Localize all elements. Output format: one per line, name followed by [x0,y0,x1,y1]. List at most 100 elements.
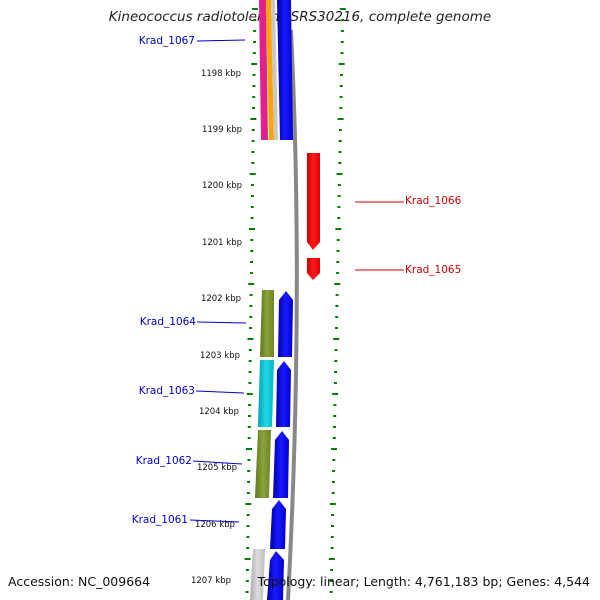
track-dot [251,129,255,131]
gene-forward-arrow[interactable] [270,500,286,549]
genome-summary-text: Topology: linear; Length: 4,761,183 bp; … [257,574,590,589]
track-dot [335,316,339,318]
track-dot [252,74,256,76]
gene-feature[interactable] [250,549,265,600]
gene-forward-arrow[interactable] [267,551,284,600]
label-leader-line [196,321,247,324]
track-dot [334,360,338,362]
track-dot [337,206,341,208]
gene-feature[interactable] [266,0,274,140]
ruler: 1198 kbp 1199 kbp 1200 kbp 1201 kbp 1202… [191,69,242,586]
track-dot [251,63,258,65]
label-leader-line [192,460,243,465]
track-dot [332,470,336,472]
track-dot [334,283,341,285]
track-dot [249,272,253,274]
gene-forward-arrow[interactable] [278,291,293,357]
ruler-label: 1207 kbp [191,576,231,586]
track-dot [253,41,256,43]
track-dot [331,514,335,516]
track-dot [245,580,249,582]
ruler-label: 1202 kbp [201,294,241,304]
track-dot [333,338,340,340]
track-dot [339,107,343,109]
ruler-label: 1199 kbp [202,125,242,135]
ruler-label: 1204 kbp [199,407,239,417]
gene-feature[interactable] [271,0,278,140]
track-dot [329,580,333,582]
track-dot [335,327,338,329]
gene-feature[interactable] [259,0,268,140]
label-leader-line [189,519,240,523]
ruler-label: 1198 kbp [201,69,241,79]
gene-label-left[interactable]: Krad_1064 [140,316,197,328]
track-dot [332,393,339,395]
track-dot [251,8,258,10]
forward-gene-track [267,291,293,600]
track-dot [248,349,252,351]
gene-label-left[interactable]: Krad_1062 [136,455,192,467]
label-leader-line [195,390,245,394]
gene-forward-arrow[interactable] [276,361,291,427]
gene-krad-1066[interactable] [307,153,320,250]
track-dot [247,426,251,428]
label-leader-line [196,39,246,42]
track-dot [340,41,344,43]
track-dot [248,283,255,285]
track-dot [338,129,342,131]
track-dot [250,239,254,241]
track-dot [248,382,252,384]
track-dot [339,85,343,87]
gene-label-right[interactable]: Krad_1065 [405,264,461,276]
track-dot [250,250,254,252]
track-dot [253,30,257,32]
track-dot [250,118,257,120]
track-dot [341,19,345,21]
track-dot [252,96,256,98]
gene-krad-1062[interactable] [255,430,271,498]
gene-krad-1063[interactable] [258,360,274,427]
track-dot [249,305,253,307]
gene-krad-1064[interactable] [260,290,274,357]
track-dot [250,206,254,208]
track-dot [249,327,253,329]
track-dot [339,96,343,98]
track-dot [249,294,253,296]
track-dot [252,107,256,109]
track-dot [246,536,250,538]
gene-label-right[interactable]: Krad_1066 [405,195,462,207]
ruler-label: 1200 kbp [202,181,242,191]
accession-text: Accession: NC_009664 [8,574,151,589]
gene-label-left[interactable]: Krad_1067 [139,35,195,47]
track-dot [246,514,250,516]
track-dot [338,140,342,142]
gene-feature[interactable] [277,0,293,140]
track-dot [329,591,333,593]
track-dot [331,492,335,494]
track-dot [247,338,254,340]
gene-forward-arrow[interactable] [273,431,289,498]
gene-krad-1065[interactable] [307,258,320,280]
gene-label-left[interactable]: Krad_1061 [132,514,188,526]
track-dot [245,569,249,571]
track-dot [249,228,255,230]
track-dot [337,195,341,197]
reverse-gene-track [307,153,320,280]
track-dot [245,591,249,593]
gene-label-left[interactable]: Krad_1063 [139,385,195,397]
track-dot [331,448,337,450]
track-dot [247,470,251,472]
track-dot [330,569,334,571]
track-dot [337,217,341,219]
track-dot [336,239,340,241]
track-dot [331,481,335,483]
ruler-label: 1201 kbp [202,238,242,248]
track-dot [340,30,344,32]
track-dot [337,118,344,120]
ruler-label: 1206 kbp [195,520,235,530]
ruler-label: 1203 kbp [200,351,240,361]
track-dot [330,536,334,538]
track-dot [246,525,250,527]
right-labels: Krad_1066 Krad_1065 [355,195,462,276]
